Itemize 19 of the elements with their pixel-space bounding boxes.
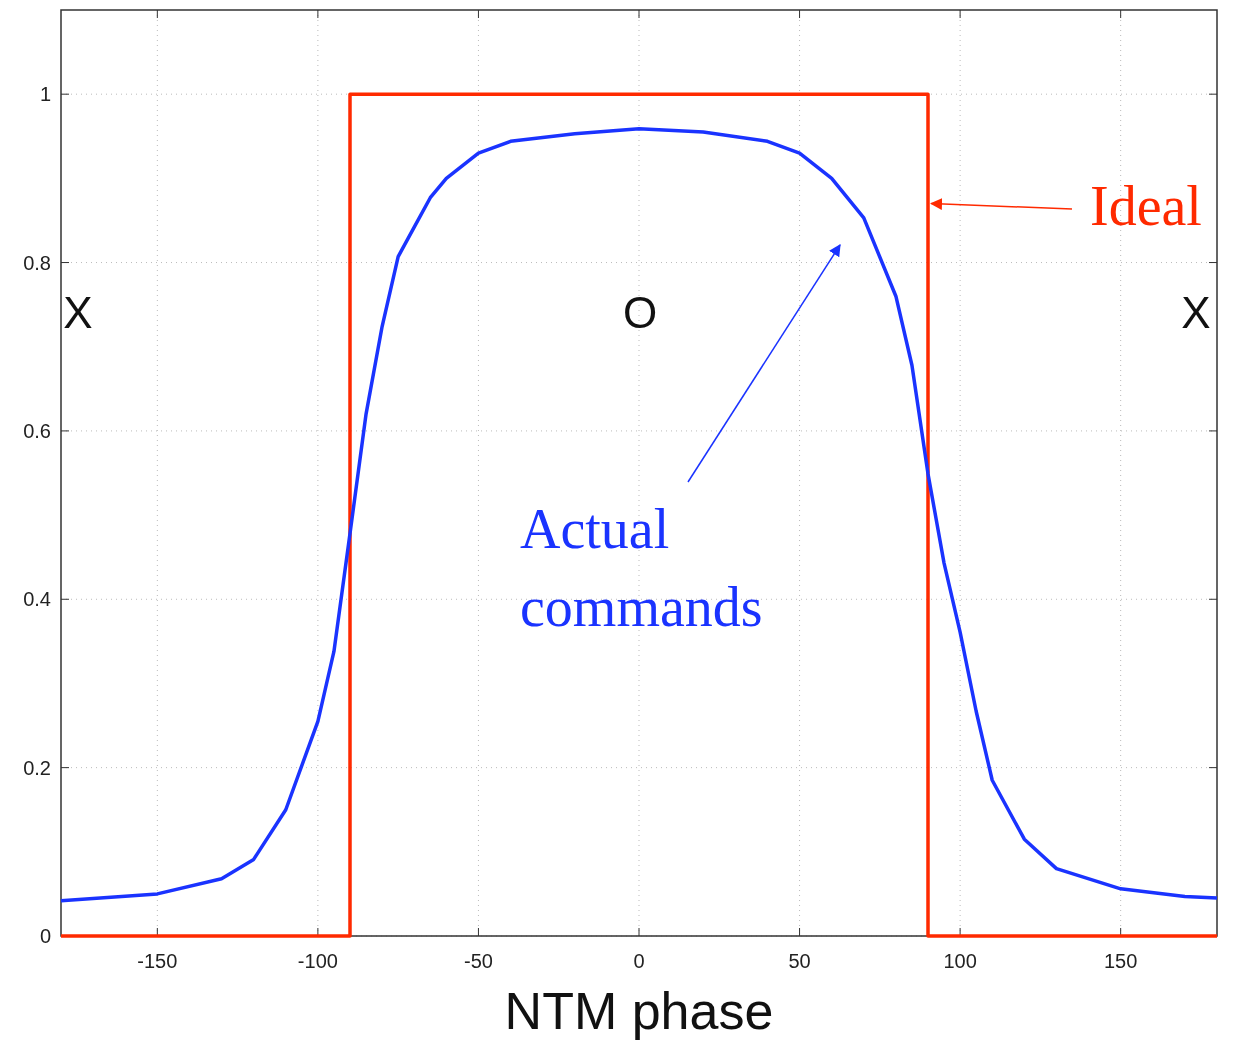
annotation: Ideal xyxy=(1090,175,1202,237)
x-tick-label: 50 xyxy=(788,950,811,972)
y-tick-label: 0.6 xyxy=(23,419,51,442)
x-tick-label: 0 xyxy=(633,950,645,972)
y-tick-label: 0.8 xyxy=(23,251,51,274)
x-tick-label: -50 xyxy=(463,950,493,972)
x-tick-label: 100 xyxy=(943,950,977,972)
annotation: X xyxy=(1181,288,1211,337)
annotation: X xyxy=(63,288,93,337)
y-tick-label: 1 xyxy=(39,83,51,106)
x-axis-title: NTM phase xyxy=(504,982,774,1040)
x-tick-label: 150 xyxy=(1103,950,1138,972)
x-tick-label: -100 xyxy=(297,950,338,972)
y-tick-label: 0.4 xyxy=(23,588,51,611)
x-tick-label: -150 xyxy=(137,950,178,972)
y-tick-label: 0 xyxy=(39,925,51,947)
y-tick-label: 0.2 xyxy=(23,756,51,779)
annotation: Actual commands xyxy=(520,498,763,639)
annotation: O xyxy=(622,288,658,337)
